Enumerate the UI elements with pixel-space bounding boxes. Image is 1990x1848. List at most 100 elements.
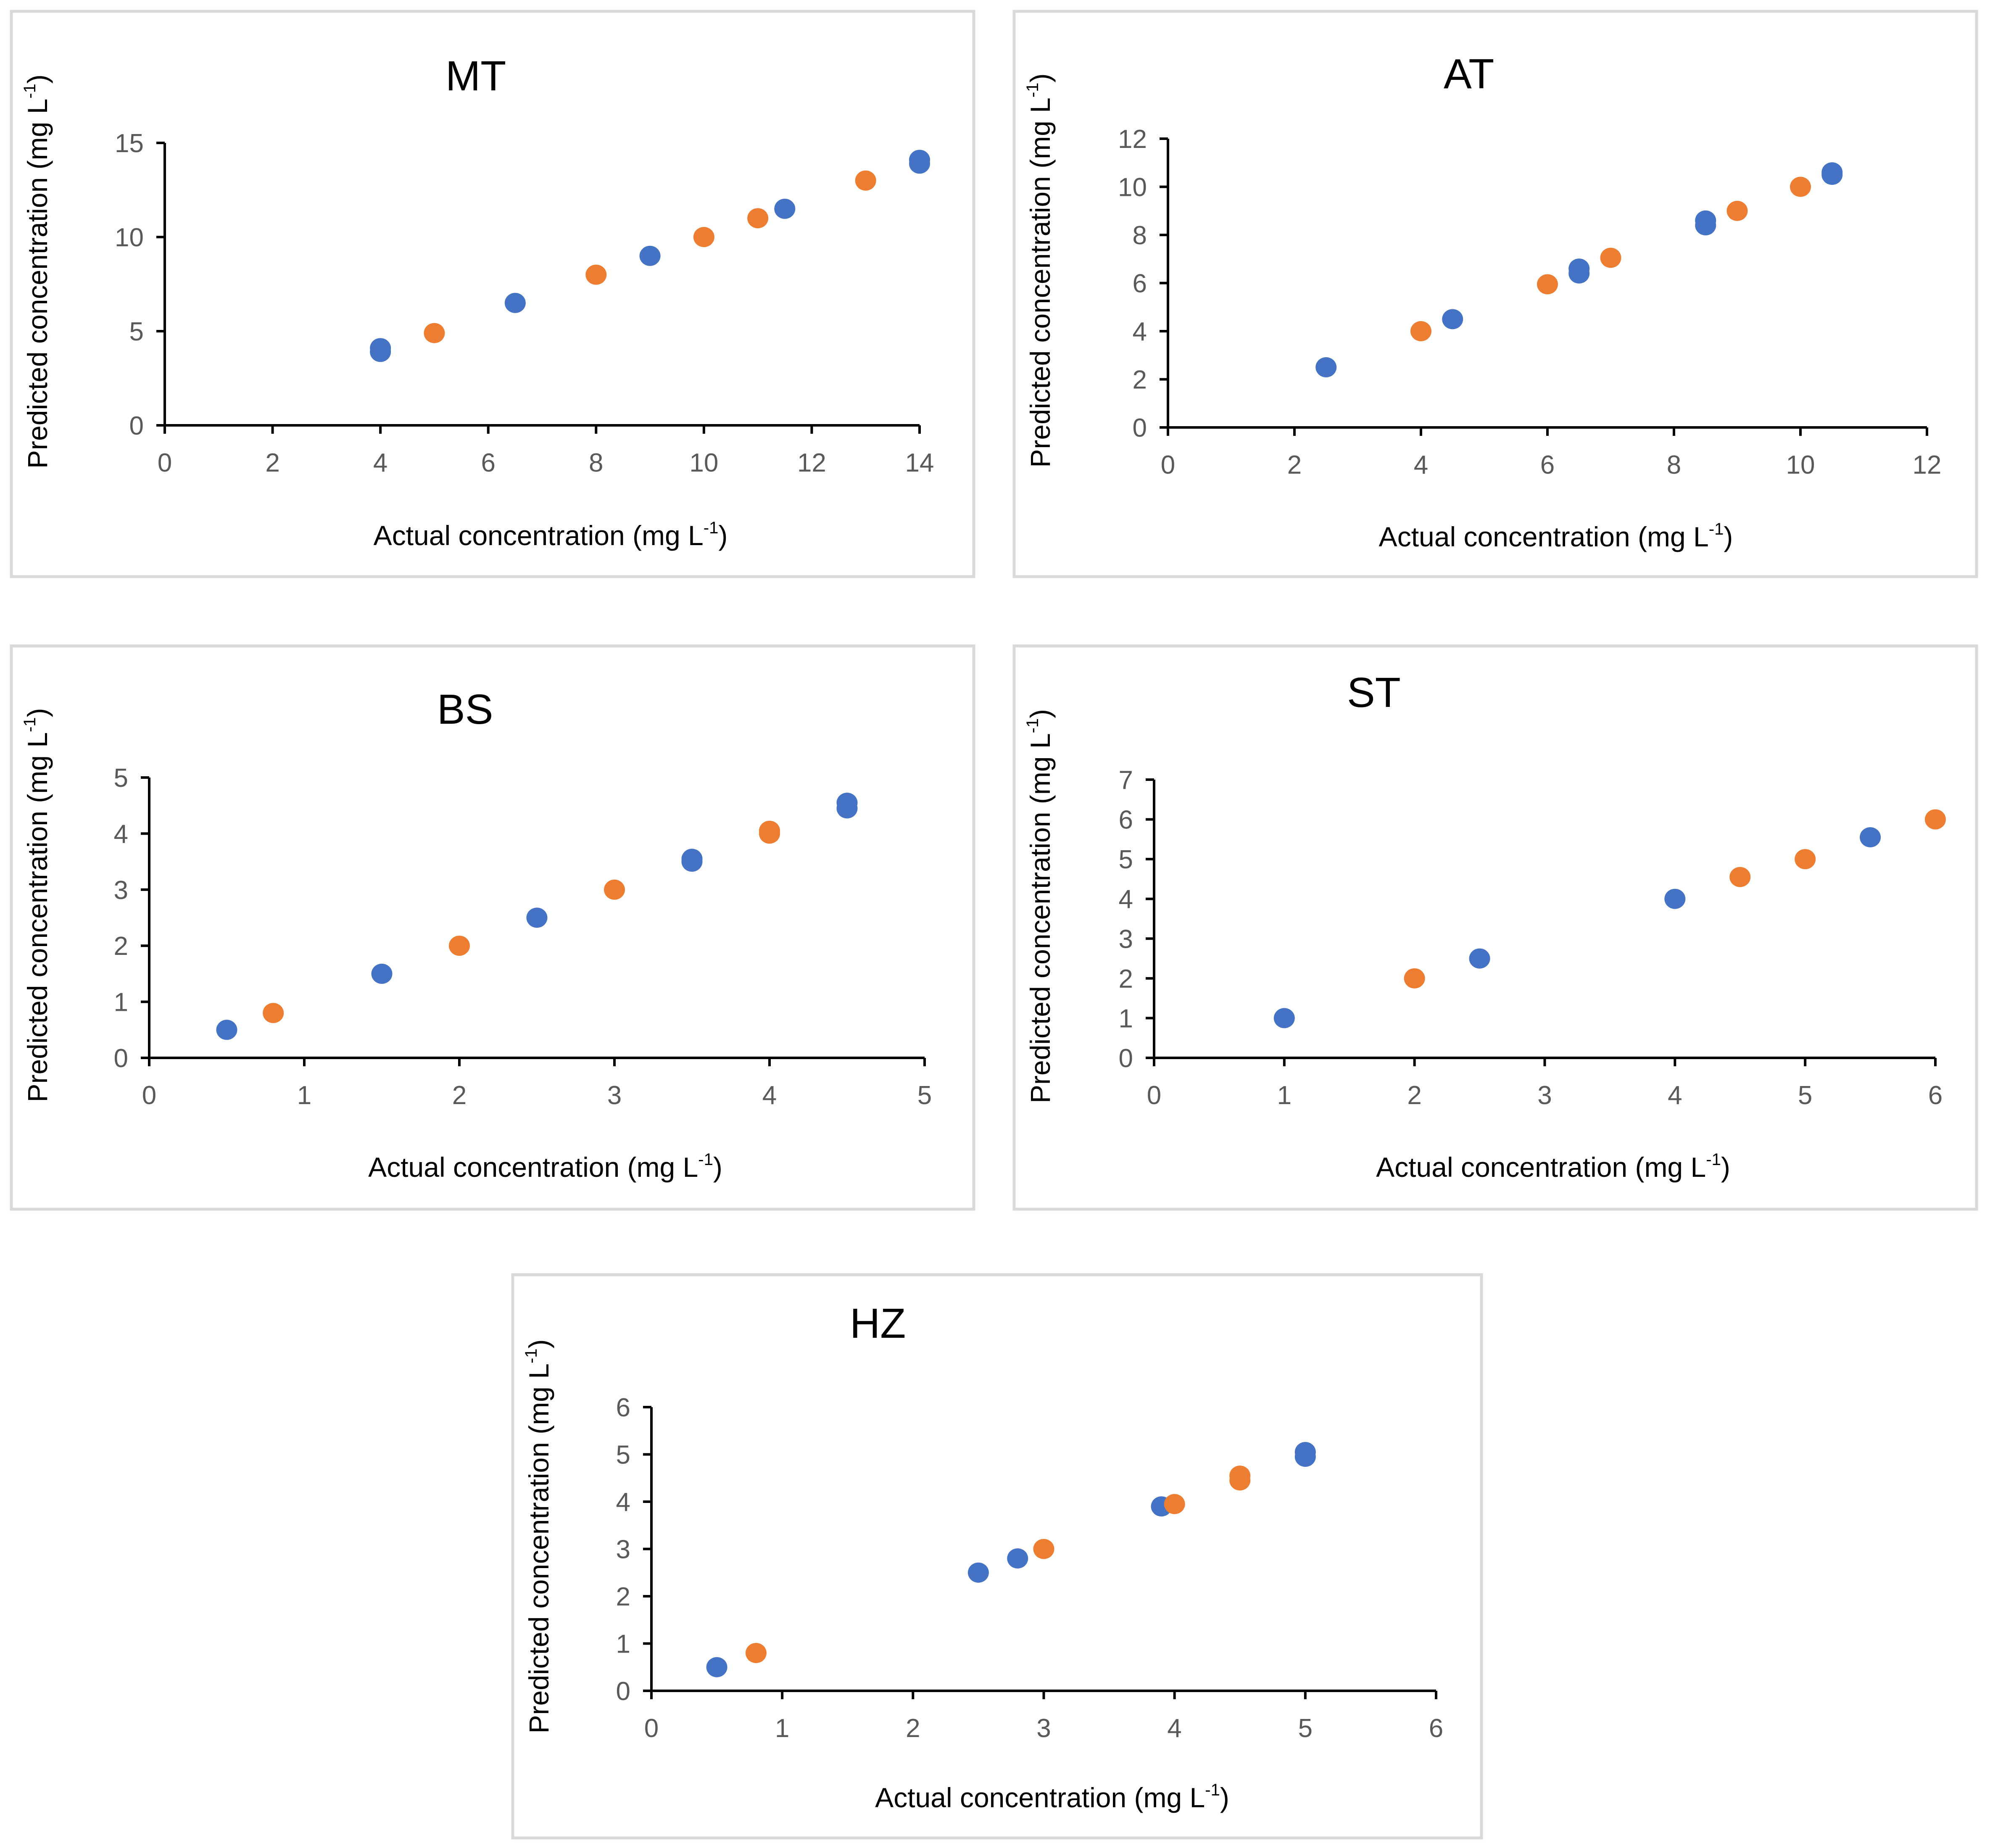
data-point [1229, 1470, 1251, 1491]
data-point [681, 852, 703, 872]
data-point [1600, 248, 1621, 268]
y-tick-label: 4 [616, 1488, 630, 1517]
chart-title: BS [437, 686, 493, 733]
data-point [1568, 263, 1590, 284]
data-point [370, 342, 391, 362]
chart-title: HZ [850, 1300, 906, 1347]
x-tick-label: 8 [1667, 451, 1681, 480]
y-axis-title: Predicted concentration (mg L-1) [522, 1339, 554, 1733]
data-point [1315, 357, 1337, 377]
y-tick-label: 5 [129, 317, 144, 346]
x-tick-label: 3 [607, 1081, 622, 1110]
panel-frame [1012, 10, 1978, 578]
data-point [1729, 867, 1751, 887]
y-tick-label: 6 [616, 1393, 630, 1422]
x-tick-label: 0 [142, 1081, 156, 1110]
y-tick-label: 8 [1133, 221, 1147, 250]
y-tick-label: 5 [616, 1441, 630, 1470]
x-tick-label: 1 [1277, 1081, 1292, 1110]
data-point [1469, 948, 1490, 969]
y-tick-label: 6 [1133, 269, 1147, 298]
y-tick-label: 4 [114, 820, 128, 849]
y-tick-label: 2 [1133, 366, 1147, 395]
x-tick-label: 6 [1928, 1081, 1943, 1110]
series-orange [263, 820, 780, 1023]
data-point [855, 170, 876, 191]
panel-frame [511, 1273, 1483, 1840]
x-tick-label: 3 [1537, 1081, 1552, 1110]
data-point [449, 936, 470, 956]
y-tick-label: 5 [1119, 845, 1133, 874]
x-tick-label: 14 [905, 448, 934, 477]
data-point [526, 907, 548, 928]
y-tick-label: 6 [1119, 806, 1133, 835]
data-point [1790, 177, 1811, 197]
data-point [216, 1020, 237, 1040]
data-point [1007, 1548, 1028, 1569]
panel-frame [10, 644, 975, 1211]
data-point [639, 245, 661, 266]
chart-title: AT [1444, 50, 1494, 98]
chart-panel-hz: HZ 0 1 2 3 4 5 6 0 1 2 3 4 5 6 Actual concentration (mg… [511, 1273, 1483, 1840]
y-tick-label: 4 [1133, 317, 1147, 346]
y-tick-label: 5 [114, 764, 128, 793]
x-tick-label: 6 [1429, 1714, 1443, 1743]
x-axis-title: Actual concentration (mg L-1) [1376, 1150, 1730, 1183]
data-point [706, 1657, 727, 1677]
x-tick-label: 3 [1036, 1714, 1051, 1743]
x-tick-label: 5 [1798, 1081, 1812, 1110]
data-point [604, 879, 625, 900]
data-point [774, 198, 796, 219]
x-tick-label: 0 [1161, 451, 1175, 480]
y-axis-title: Predicted concentration (mg L-1) [21, 74, 53, 469]
data-point [263, 1003, 284, 1023]
y-tick-label: 15 [115, 129, 144, 158]
data-point [747, 208, 769, 229]
x-tick-label: 1 [297, 1081, 311, 1110]
y-tick-label: 2 [114, 932, 128, 961]
y-tick-label: 3 [1119, 925, 1133, 954]
y-tick-label: 10 [1118, 173, 1147, 202]
x-axis-title: Actual concentration (mg L-1) [875, 1781, 1229, 1813]
y-tick-label: 0 [1133, 414, 1147, 443]
data-point [1442, 309, 1463, 330]
data-point [1537, 274, 1558, 295]
y-tick-label: 4 [1119, 885, 1133, 914]
series-blue [706, 1442, 1316, 1677]
chart-panel-at: AT 0 2 4 6 8 10 12 0 2 4 6 8 10 12 Actual concentration… [1012, 10, 1978, 578]
panel-frame [1012, 644, 1978, 1211]
series-orange [1404, 809, 1946, 989]
x-tick-label: 0 [644, 1714, 659, 1743]
x-axis-title: Actual concentration (mg L-1) [374, 519, 728, 551]
data-point [1925, 809, 1946, 830]
data-point [759, 823, 780, 844]
x-tick-label: 2 [1407, 1081, 1421, 1110]
x-tick-label: 4 [762, 1081, 777, 1110]
data-point [585, 264, 607, 285]
y-tick-label: 0 [616, 1677, 630, 1706]
y-tick-label: 0 [129, 411, 144, 440]
x-tick-label: 12 [1913, 451, 1942, 480]
y-tick-label: 3 [114, 876, 128, 905]
y-tick-label: 10 [115, 223, 144, 252]
x-tick-label: 2 [452, 1081, 467, 1110]
data-point [1664, 888, 1686, 909]
panel-frame [10, 10, 975, 578]
x-tick-label: 1 [775, 1714, 789, 1743]
data-point [1821, 164, 1843, 185]
x-axis-title: Actual concentration (mg L-1) [1379, 520, 1733, 552]
x-tick-label: 10 [689, 448, 718, 477]
y-tick-label: 0 [114, 1044, 128, 1073]
x-tick-label: 0 [158, 448, 172, 477]
data-point [424, 323, 445, 343]
x-tick-label: 0 [1147, 1081, 1161, 1110]
y-axis-title: Predicted concentration (mg L-1) [21, 708, 53, 1102]
y-tick-label: 7 [1119, 766, 1133, 795]
y-tick-label: 12 [1118, 125, 1147, 154]
x-tick-label: 8 [589, 448, 603, 477]
x-axis-title: Actual concentration (mg L-1) [368, 1150, 722, 1183]
x-tick-label: 5 [917, 1081, 932, 1110]
y-axis-title: Predicted concentration (mg L-1) [1023, 709, 1056, 1103]
data-point [693, 227, 714, 247]
data-point [1033, 1539, 1054, 1559]
